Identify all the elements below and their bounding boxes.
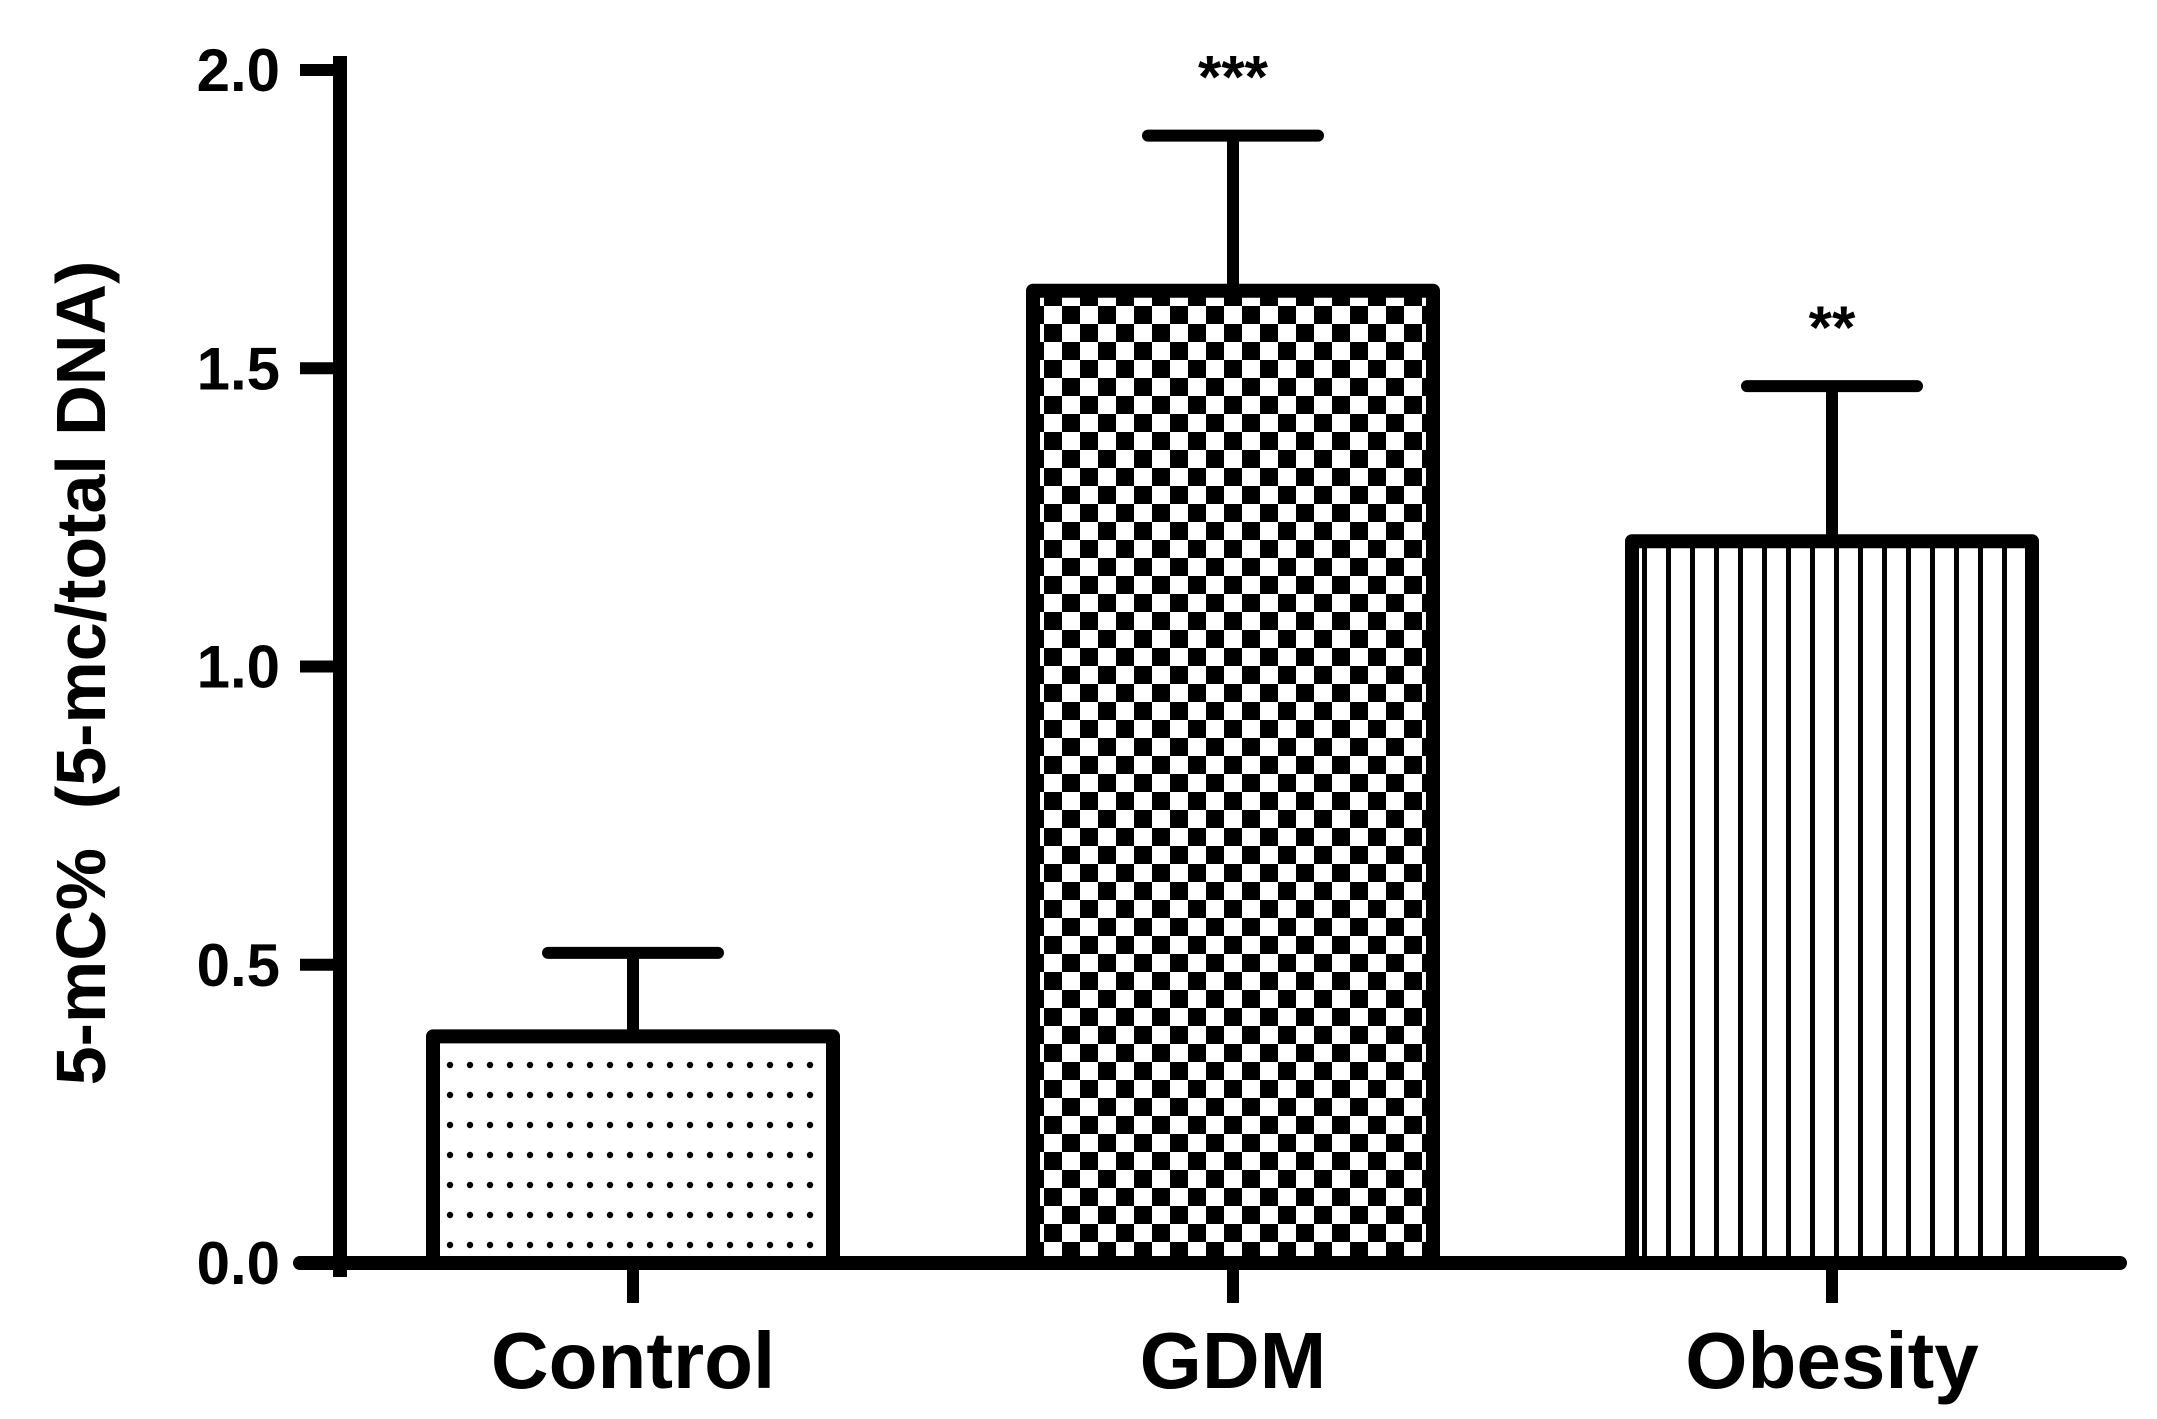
y-axis-label: 5-mC% (5-mc/total DNA)	[42, 261, 120, 1086]
x-category-label: Obesity	[1685, 1316, 1979, 1405]
bars	[426, 283, 2039, 1270]
x-category-label: GDM	[1140, 1316, 1327, 1405]
significance-label: **	[1809, 294, 1856, 361]
x-category-label: Control	[491, 1316, 775, 1405]
y-tick-label: 0.0	[197, 1230, 280, 1297]
bar-gdm	[1026, 283, 1440, 1270]
y-tick-label: 0.5	[197, 932, 280, 999]
y-tick-label: 1.0	[197, 634, 280, 701]
bar-obesity	[1625, 534, 2039, 1270]
x-ticks: Control GDM Obesity	[491, 1263, 1979, 1405]
y-tick-label: 2.0	[197, 37, 280, 104]
significance-label: ***	[1198, 44, 1269, 111]
y-tick-label: 1.5	[197, 335, 280, 402]
error-bars	[542, 129, 1923, 1037]
significance-labels: *****	[1198, 44, 1856, 362]
bar-control	[426, 1029, 840, 1270]
y-ticks: 0.0 0.5 1.0 1.5 2.0	[197, 37, 340, 1297]
